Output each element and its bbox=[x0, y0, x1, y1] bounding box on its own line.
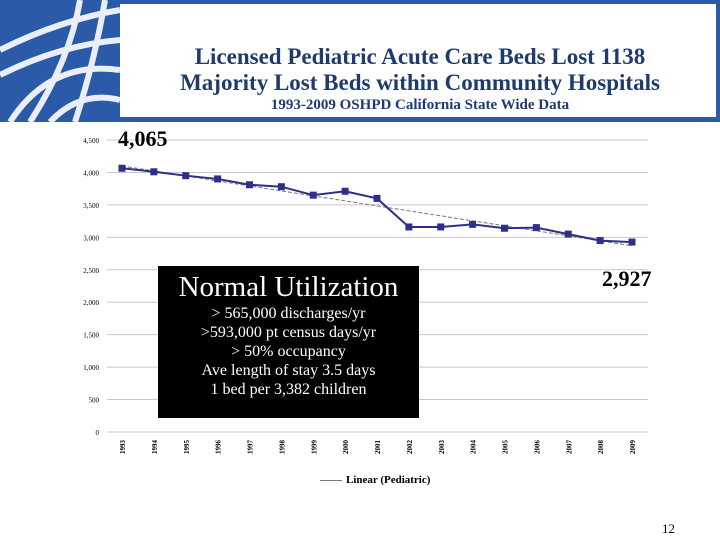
legend-trendline-swatch bbox=[320, 479, 342, 481]
y-tick-label: 1,000 bbox=[83, 364, 99, 372]
data-point bbox=[150, 168, 158, 176]
y-tick-label: 2,500 bbox=[83, 267, 99, 275]
title-line-2: Majority Lost Beds within Community Hosp… bbox=[180, 70, 660, 95]
x-tick-label: 1994 bbox=[151, 440, 159, 455]
y-tick-label: 2,000 bbox=[83, 299, 99, 307]
y-tick-label: 4,000 bbox=[83, 169, 99, 177]
legend-label: Linear (Pediatric) bbox=[346, 474, 431, 486]
x-tick-label: 2008 bbox=[597, 440, 605, 455]
series-points bbox=[118, 164, 636, 246]
utilization-title: Normal Utilization bbox=[178, 271, 399, 303]
data-point bbox=[469, 220, 477, 228]
data-point bbox=[405, 223, 413, 231]
x-tick-label: 2000 bbox=[342, 440, 350, 455]
y-tick-label: 3,500 bbox=[83, 202, 99, 210]
end-value-callout: 2,927 bbox=[602, 266, 652, 291]
header-decoration bbox=[0, 0, 720, 122]
x-tick-label: 1993 bbox=[119, 440, 127, 455]
y-tick-label: 3,000 bbox=[83, 234, 99, 242]
y-tick-label: 500 bbox=[89, 397, 100, 405]
utilization-line: 1 bed per 3,382 children bbox=[210, 381, 367, 398]
data-point bbox=[373, 194, 381, 202]
x-tick-label: 2004 bbox=[470, 440, 478, 455]
x-tick-label: 1998 bbox=[278, 440, 286, 455]
data-point bbox=[182, 172, 190, 180]
x-tick-label: 1999 bbox=[310, 440, 318, 455]
data-point bbox=[532, 224, 540, 232]
x-tick-label: 2009 bbox=[629, 440, 637, 455]
x-tick-label: 2006 bbox=[533, 440, 541, 455]
data-point bbox=[596, 237, 604, 245]
data-point bbox=[501, 224, 508, 232]
x-tick-label: 1995 bbox=[183, 440, 191, 455]
x-tick-label: 2007 bbox=[565, 440, 573, 455]
y-axis-ticks: 0 500 1,000 1,500 2,000 2,500 3,000 3,500 4,000 4… bbox=[83, 137, 99, 437]
data-point bbox=[309, 191, 317, 199]
data-point bbox=[214, 175, 222, 183]
data-point bbox=[564, 230, 572, 238]
data-point bbox=[437, 223, 445, 231]
y-tick-label: 0 bbox=[96, 429, 100, 437]
utilization-line: >593,000 pt census days/yr bbox=[200, 324, 377, 341]
x-tick-label: 2005 bbox=[502, 440, 510, 455]
title-line-3: 1993-2009 OSHPD California State Wide Da… bbox=[270, 97, 570, 113]
utilization-line: Ave length of stay 3.5 days bbox=[201, 362, 376, 379]
data-point bbox=[118, 164, 126, 172]
data-point bbox=[341, 187, 349, 195]
chart-legend: Linear (Pediatric) bbox=[320, 474, 430, 486]
data-point bbox=[628, 238, 636, 246]
x-axis-ticks: 1993 1994 1995 1996 1997 1998 1999 2000 2001 2002… bbox=[119, 440, 637, 455]
header-banner: Licensed Pediatric Acute Care Beds Lost … bbox=[0, 0, 720, 122]
page-number: 12 bbox=[662, 521, 675, 536]
title-block: Licensed Pediatric Acute Care Beds Lost … bbox=[120, 44, 720, 114]
data-point bbox=[246, 181, 253, 189]
trendline bbox=[121, 165, 633, 247]
y-tick-label: 4,500 bbox=[83, 137, 99, 145]
start-value-callout: 4,065 bbox=[118, 126, 168, 151]
y-tick-label: 1,500 bbox=[83, 332, 99, 340]
data-point bbox=[277, 183, 285, 191]
x-tick-label: 1997 bbox=[247, 440, 255, 455]
utilization-line: > 565,000 discharges/yr bbox=[211, 305, 366, 322]
title-line-1: Licensed Pediatric Acute Care Beds Lost … bbox=[194, 44, 646, 69]
normal-utilization-box: Normal Utilization > 565,000 discharges/… bbox=[158, 266, 419, 418]
utilization-line: > 50% occupancy bbox=[231, 343, 346, 360]
x-tick-label: 1996 bbox=[215, 440, 223, 455]
x-tick-label: 2003 bbox=[438, 440, 446, 455]
x-tick-label: 2001 bbox=[374, 440, 382, 455]
x-tick-label: 2002 bbox=[406, 440, 414, 455]
